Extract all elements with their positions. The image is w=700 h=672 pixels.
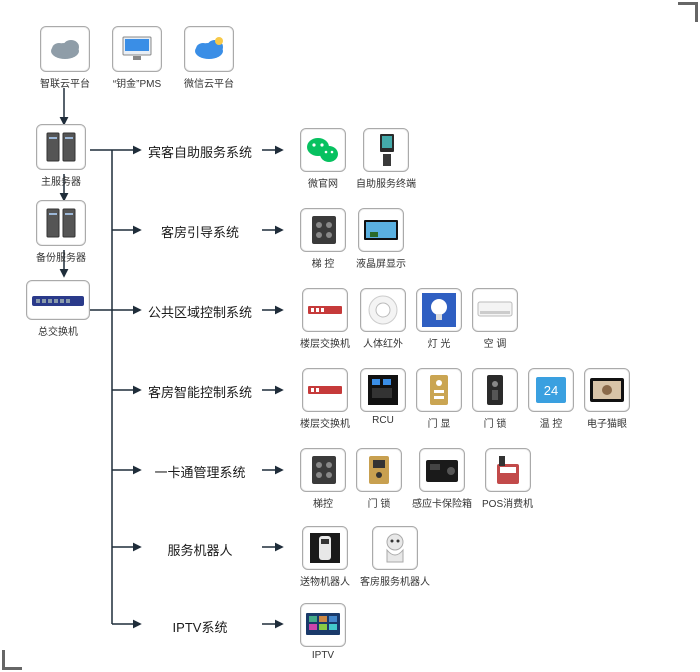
- robot-icon: [375, 528, 415, 568]
- row-label: 一卡通管理系统: [140, 448, 260, 481]
- top-node-label: 微信云平台: [184, 75, 234, 90]
- top-node-label: 智联云平台: [40, 75, 90, 90]
- item-door-lock: 门 锁: [356, 448, 402, 510]
- item-label: 电子猫眼: [584, 415, 630, 430]
- row-label: 客房智能控制系统: [140, 368, 260, 401]
- top-node-pms: “钥金”PMS: [112, 26, 162, 90]
- item-floor-switch: 楼层交换机: [300, 288, 350, 350]
- item-label: IPTV: [300, 650, 346, 661]
- item-peephole: 电子猫眼: [584, 368, 630, 430]
- top-node-cloud-platform: 智联云平台: [40, 26, 90, 90]
- item-label: 灯 光: [416, 335, 462, 350]
- row-card-system: 一卡通管理系统 梯控 门 锁 感应卡保险箱 POS消费机: [140, 448, 533, 510]
- item-rcu: RCU: [360, 368, 406, 430]
- item-pir-sensor: 人体红外: [360, 288, 406, 350]
- panel-icon: [303, 210, 343, 250]
- item-safe: 感应卡保险箱: [412, 448, 472, 510]
- switch-icon: [304, 290, 346, 330]
- row-guest-self-service: 宾客自助服务系统 微官网 自助服务终端: [140, 128, 416, 190]
- item-elevator-control: 梯 控: [300, 208, 346, 270]
- item-iptv: IPTV: [300, 603, 346, 661]
- item-label: 门 锁: [472, 415, 518, 430]
- item-light: 灯 光: [416, 288, 462, 350]
- thermostat-icon: 24: [531, 370, 571, 410]
- item-floor-switch: 楼层交换机: [300, 368, 350, 430]
- item-label: 楼层交换机: [300, 415, 350, 430]
- item-label: 感应卡保险箱: [412, 495, 472, 510]
- item-lcd-display: 液晶屏显示: [356, 208, 406, 270]
- row-label: 客房引导系统: [140, 208, 260, 241]
- item-door-lock: 门 锁: [472, 368, 518, 430]
- item-service-robot: 客房服务机器人: [360, 526, 430, 588]
- lock-icon: [359, 450, 399, 490]
- row-label: IPTV系统: [140, 603, 260, 636]
- item-label: RCU: [360, 415, 406, 426]
- pir-icon: [363, 290, 403, 330]
- row-guidance: 客房引导系统 梯 控 液晶屏显示: [140, 208, 406, 270]
- item-kiosk: 自助服务终端: [356, 128, 416, 190]
- item-label: POS消费机: [482, 495, 533, 510]
- row-public-area: 公共区域控制系统 楼层交换机 人体红外 灯 光 空 调: [140, 288, 518, 350]
- switch-icon: [304, 370, 346, 410]
- switch-icon: [28, 282, 88, 318]
- item-pos: POS消费机: [482, 448, 533, 510]
- pos-icon: [488, 450, 528, 490]
- top-node-wechat-cloud: 微信云平台: [184, 26, 234, 90]
- monitor-icon: [117, 31, 157, 67]
- row-iptv: IPTV系统 IPTV: [140, 603, 346, 661]
- item-label: 空 调: [472, 335, 518, 350]
- server-icon: [39, 127, 83, 167]
- bulb-icon: [419, 290, 459, 330]
- left-node-label: 主服务器: [36, 173, 86, 188]
- item-label: 送物机器人: [300, 573, 350, 588]
- item-delivery-robot: 送物机器人: [300, 526, 350, 588]
- item-label: 门 显: [416, 415, 462, 430]
- item-label: 门 锁: [356, 495, 402, 510]
- kiosk-icon: [366, 130, 406, 170]
- left-node-backup-server: 备份服务器: [36, 200, 86, 264]
- item-aircon: 空 调: [472, 288, 518, 350]
- aircon-icon: [474, 290, 516, 330]
- item-label: 人体红外: [360, 335, 406, 350]
- item-label: 自助服务终端: [356, 175, 416, 190]
- rcu-icon: [363, 370, 403, 410]
- top-node-label: “钥金”PMS: [112, 75, 162, 90]
- item-label: 梯控: [300, 495, 346, 510]
- server-icon: [39, 203, 83, 243]
- peephole-icon: [586, 370, 628, 410]
- row-room-control: 客房智能控制系统 楼层交换机 RCU 门 显 门 锁 24 温 控 电子猫眼: [140, 368, 630, 430]
- item-label: 微官网: [300, 175, 346, 190]
- cloud-icon: [189, 31, 229, 67]
- row-label: 公共区域控制系统: [140, 288, 260, 321]
- safe-icon: [421, 450, 463, 490]
- item-label: 梯 控: [300, 255, 346, 270]
- item-label: 客房服务机器人: [360, 573, 430, 588]
- item-door-display: 门 显: [416, 368, 462, 430]
- robot-icon: [305, 528, 345, 568]
- lock-icon: [475, 370, 515, 410]
- left-node-label: 总交换机: [26, 323, 90, 338]
- item-thermostat: 24 温 控: [528, 368, 574, 430]
- cloud-icon: [45, 31, 85, 67]
- item-wechat: 微官网: [300, 128, 346, 190]
- corner-decoration: [678, 2, 698, 22]
- corner-decoration: [2, 650, 22, 670]
- row-label: 服务机器人: [140, 526, 260, 559]
- panel-icon: [303, 450, 343, 490]
- row-label: 宾客自助服务系统: [140, 128, 260, 161]
- item-label: 液晶屏显示: [356, 255, 406, 270]
- item-elevator-control: 梯控: [300, 448, 346, 510]
- iptv-icon: [302, 605, 344, 645]
- left-node-label: 备份服务器: [36, 249, 86, 264]
- left-node-main-server: 主服务器: [36, 124, 86, 188]
- item-label: 楼层交换机: [300, 335, 350, 350]
- left-node-core-switch: 总交换机: [26, 280, 90, 338]
- item-label: 温 控: [528, 415, 574, 430]
- lcd-icon: [360, 210, 402, 250]
- doordisplay-icon: [419, 370, 459, 410]
- wechat-icon: [303, 131, 343, 169]
- svg-text:24: 24: [544, 383, 558, 398]
- row-robot: 服务机器人 送物机器人 客房服务机器人: [140, 526, 430, 588]
